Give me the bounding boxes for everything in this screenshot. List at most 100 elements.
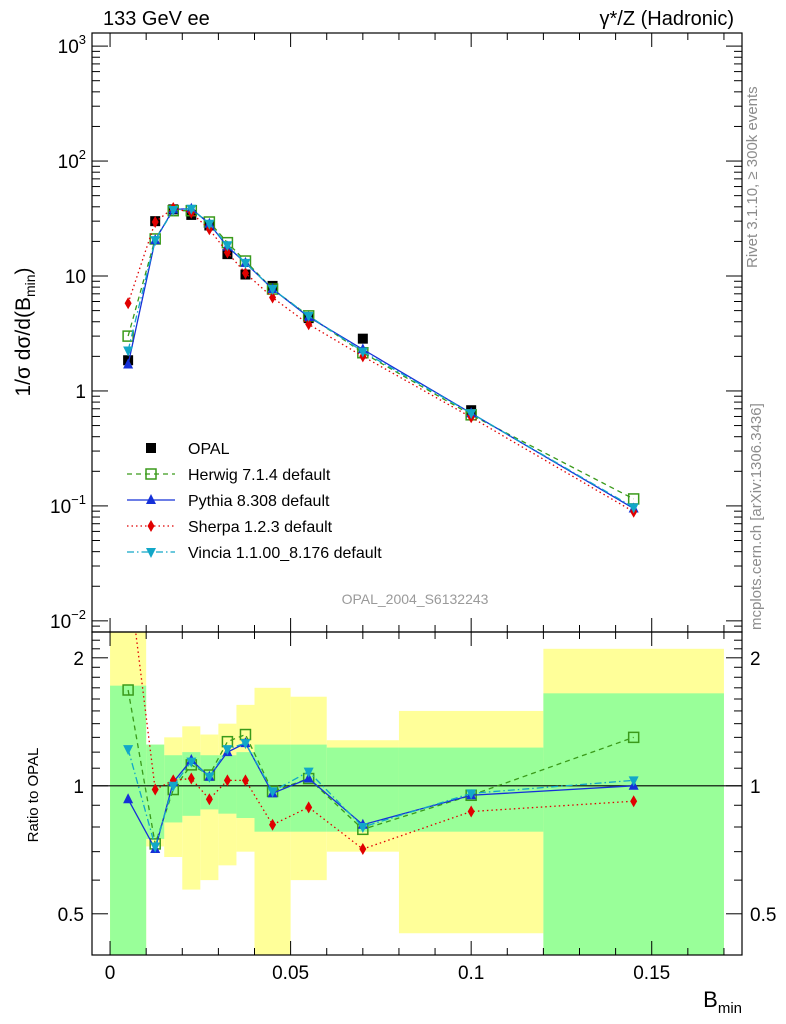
y-tick-label: 103 bbox=[58, 32, 86, 58]
data-point bbox=[267, 285, 278, 296]
data-point bbox=[125, 565, 132, 577]
data-point bbox=[303, 311, 314, 322]
data-point bbox=[240, 739, 251, 750]
x-tick-label: 0.15 bbox=[633, 963, 670, 984]
legend-label: Vincia 1.1.00_8.176 default bbox=[188, 545, 382, 562]
data-point bbox=[222, 241, 233, 252]
legend: OPAL Herwig 7.1.4 default Pythia 8.308 def… bbox=[127, 441, 382, 562]
series-line bbox=[127, 208, 634, 508]
ratio-y-tick-label-left: 1 bbox=[73, 777, 84, 798]
legend-entry: Herwig 7.1.4 default bbox=[127, 467, 331, 484]
data-point bbox=[151, 215, 159, 228]
y-tick-label: 102 bbox=[58, 147, 86, 173]
data-point bbox=[269, 818, 277, 831]
data-point bbox=[222, 745, 233, 756]
x-axis-label: Bmin bbox=[703, 987, 742, 1017]
legend-marker bbox=[146, 548, 156, 558]
data-point bbox=[357, 347, 368, 358]
ratio-frame bbox=[91, 631, 743, 956]
series-line bbox=[127, 689, 634, 845]
data-point bbox=[630, 795, 638, 808]
x-tick-label: 0.05 bbox=[272, 963, 309, 984]
data-point bbox=[305, 318, 313, 331]
legend-label: Sherpa 1.2.3 default bbox=[188, 519, 333, 536]
series-line bbox=[127, 742, 634, 851]
data-point bbox=[123, 793, 134, 804]
data-point bbox=[151, 783, 159, 796]
legend-label: Herwig 7.1.4 default bbox=[188, 467, 331, 484]
ratio-plot-series bbox=[122, 565, 640, 856]
main-frame bbox=[91, 32, 743, 633]
data-point bbox=[269, 291, 277, 304]
data-point bbox=[357, 823, 368, 834]
analysis-watermark: OPAL_2004_S6132243 bbox=[342, 591, 489, 607]
data-point bbox=[122, 330, 134, 342]
axes: 0 0.05 0.1 0.15 10−2 10−1 1 10 102 103 0.5 0.5 1 1 2 2 1… bbox=[12, 32, 776, 1017]
legend-marker bbox=[146, 443, 156, 453]
data-point bbox=[466, 409, 477, 420]
y-tick-label: 10−1 bbox=[50, 492, 86, 518]
data-point bbox=[223, 774, 231, 787]
data-point bbox=[150, 842, 161, 853]
ratio-uncertainty-bands bbox=[92, 632, 742, 955]
ratio-y-tick-label-left: 2 bbox=[73, 649, 84, 670]
ratio-y-tick-label-right: 2 bbox=[750, 649, 761, 670]
series-line bbox=[135, 632, 634, 850]
data-point bbox=[123, 346, 134, 357]
series-line bbox=[127, 207, 634, 513]
data-point bbox=[124, 297, 132, 310]
legend-label: Pythia 8.308 default bbox=[188, 493, 330, 510]
data-point bbox=[150, 236, 161, 247]
header-right-label: γ*/Z (Hadronic) bbox=[599, 8, 734, 30]
series-line bbox=[127, 208, 634, 510]
data-point bbox=[122, 684, 134, 696]
data-point bbox=[357, 333, 368, 344]
data-point bbox=[241, 774, 249, 787]
x-tick-label: 0 bbox=[105, 963, 116, 984]
rivet-version-label: Rivet 3.1.10, ≥ 300k events bbox=[744, 86, 761, 268]
x-tick-label: 0.1 bbox=[458, 963, 484, 984]
ratio-y-tick-label-left: 0.5 bbox=[58, 905, 84, 926]
data-point bbox=[466, 789, 477, 800]
ratio-y-tick-label-right: 0.5 bbox=[750, 905, 776, 926]
inner-band-bin bbox=[290, 744, 327, 832]
data-point bbox=[627, 731, 640, 744]
mcplots-label: mcplots.cern.ch [arXiv:1306.3436] bbox=[748, 403, 765, 630]
main-plot-series bbox=[122, 202, 640, 518]
y-tick-label: 10 bbox=[65, 267, 86, 288]
y-tick-label: 1 bbox=[75, 382, 86, 403]
y-tick-label: 10−2 bbox=[50, 607, 86, 633]
data-point bbox=[205, 793, 213, 806]
data-point bbox=[359, 843, 367, 856]
data-point bbox=[123, 358, 134, 369]
data-point bbox=[305, 801, 313, 814]
legend-entry: Pythia 8.308 default bbox=[127, 493, 330, 510]
data-point bbox=[241, 267, 249, 280]
data-point bbox=[303, 767, 314, 778]
header-left-label: 133 GeV ee bbox=[103, 8, 210, 30]
main-y-axis-label: 1/σ dσ/d(Bmin) bbox=[12, 267, 38, 396]
legend-entry: Vincia 1.1.00_8.176 default bbox=[127, 545, 382, 562]
inner-band-bin bbox=[110, 685, 147, 955]
data-point bbox=[204, 772, 215, 783]
legend-marker bbox=[146, 494, 156, 504]
data-point bbox=[267, 787, 278, 798]
data-point bbox=[628, 776, 639, 787]
data-point bbox=[168, 206, 179, 217]
ratio-y-tick-label-right: 1 bbox=[750, 777, 761, 798]
inner-band-bin bbox=[543, 693, 724, 955]
legend-entry: OPAL bbox=[146, 441, 230, 458]
legend-label: OPAL bbox=[188, 441, 230, 458]
legend-marker bbox=[145, 468, 157, 480]
legend-entry: Sherpa 1.2.3 default bbox=[127, 519, 333, 536]
data-point bbox=[240, 258, 251, 269]
data-point bbox=[204, 219, 215, 230]
data-point bbox=[168, 781, 179, 792]
data-point bbox=[123, 745, 134, 756]
data-point bbox=[186, 757, 197, 768]
ratio-y-axis-label: Ratio to OPAL bbox=[25, 748, 42, 843]
data-point bbox=[628, 503, 639, 514]
data-point bbox=[223, 246, 231, 259]
data-point bbox=[187, 772, 195, 785]
